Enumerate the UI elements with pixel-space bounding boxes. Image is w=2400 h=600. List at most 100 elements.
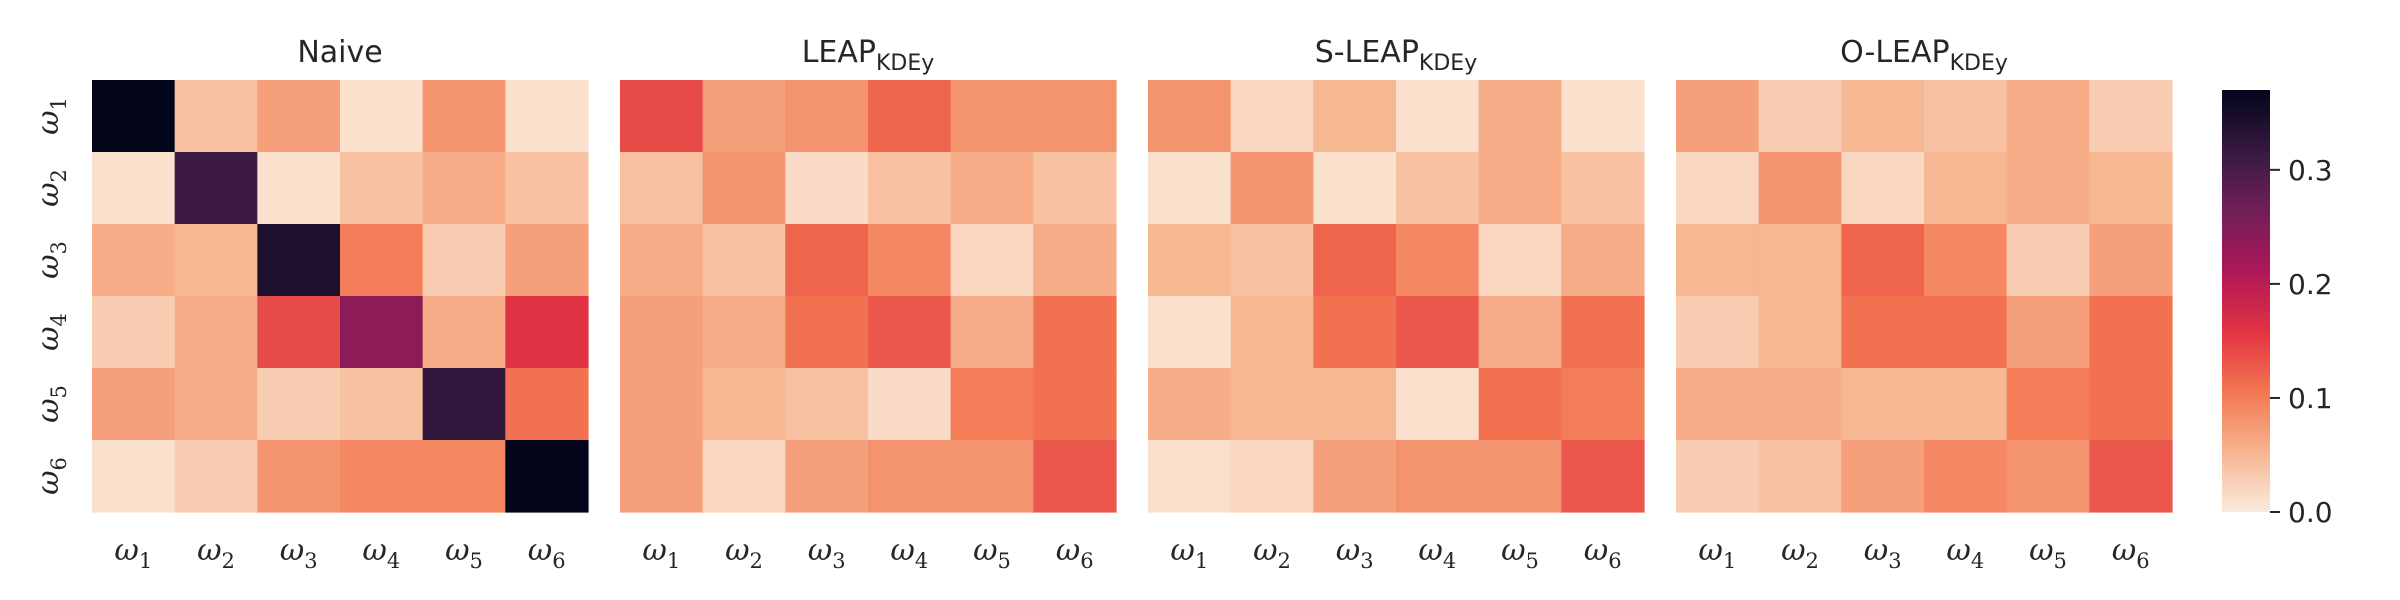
heatmap-cell [785, 368, 869, 441]
heatmap-cell [92, 224, 176, 297]
x-tick-label: ω3 [1864, 533, 1902, 573]
heatmap-cell [1841, 80, 1925, 153]
heatmap-cell [950, 440, 1034, 513]
heatmap-cell [505, 296, 589, 369]
heatmap-cell [1396, 152, 1480, 225]
heatmap-cell [1033, 224, 1117, 297]
heatmap-cell [257, 80, 341, 153]
heatmap-cell [1313, 440, 1397, 513]
heatmap-cell [505, 80, 589, 153]
heatmap-cell [92, 368, 176, 441]
heatmap-cell [174, 152, 258, 225]
x-tick-label: ω4 [362, 533, 400, 573]
heatmap-cell [1758, 440, 1842, 513]
heatmap-cell [1313, 152, 1397, 225]
x-tick-label: ω2 [197, 533, 235, 573]
y-tick-label: ω5 [31, 385, 71, 423]
heatmap-cell [174, 440, 258, 513]
x-tick-label: ω1 [114, 533, 152, 573]
heatmap-cell [1230, 368, 1314, 441]
heatmap-cell [1478, 152, 1562, 225]
heatmap-cell [1313, 368, 1397, 441]
y-tick-label: ω1 [31, 97, 71, 135]
x-tick-label: ω3 [808, 533, 846, 573]
colorbar-gradient [2222, 90, 2270, 512]
heatmap-cell [1561, 80, 1645, 153]
heatmap-cell [785, 440, 869, 513]
panel-title-main: LEAP [802, 35, 876, 70]
heatmap-cell [1230, 296, 1314, 369]
colorbar-tick-label: 0.3 [2288, 154, 2333, 187]
heatmap-panel-2: LEAPKDEy ω1 ω2 ω3 ω4 ω5 ω6 [620, 35, 1117, 573]
heatmap-cell [422, 224, 506, 297]
heatmap-cell [620, 368, 704, 441]
heatmap-cell [785, 224, 869, 297]
y-tick-label: ω4 [31, 313, 71, 351]
x-tick-label: ω6 [2112, 533, 2150, 573]
heatmap-cell [174, 224, 258, 297]
heatmap-cell [868, 224, 952, 297]
heatmap-cell [2006, 152, 2090, 225]
heatmap-cell [257, 224, 341, 297]
colorbar-tick-label: 0.0 [2288, 496, 2333, 529]
heatmap-cell [1033, 80, 1117, 153]
heatmap-cell [92, 152, 176, 225]
heatmap-cell [1676, 296, 1760, 369]
heatmap-cell [505, 440, 589, 513]
heatmap-cell [620, 296, 704, 369]
x-tick-label: ω1 [642, 533, 680, 573]
heatmap-cell [1148, 296, 1232, 369]
x-tick-label: ω3 [280, 533, 318, 573]
heatmap-cell [340, 224, 424, 297]
heatmap-cell [620, 224, 704, 297]
x-tick-label: ω3 [1336, 533, 1374, 573]
heatmap-cell [950, 152, 1034, 225]
heatmap-cell [1230, 80, 1314, 153]
panel-title: S-LEAPKDEy [1315, 35, 1477, 76]
heatmap-cell [1841, 368, 1925, 441]
heatmap-cell [702, 152, 786, 225]
heatmap-cell [1478, 440, 1562, 513]
heatmap-cell [1561, 368, 1645, 441]
heatmap-cell [340, 152, 424, 225]
heatmap-cell [1676, 80, 1760, 153]
heatmap-panel-3: S-LEAPKDEy ω1 ω2 ω3 ω4 ω5 ω6 [1148, 35, 1645, 573]
x-tick-label: ω5 [2029, 533, 2067, 573]
heatmap-cell [1676, 224, 1760, 297]
panel-title-main: S-LEAP [1315, 35, 1419, 70]
heatmap-cell [868, 296, 952, 369]
heatmap-cell [1033, 440, 1117, 513]
heatmap-cell [785, 80, 869, 153]
heatmap-cell [1924, 152, 2008, 225]
heatmap-cell [1148, 440, 1232, 513]
heatmap-cell [1396, 368, 1480, 441]
x-tick-label: ω2 [1781, 533, 1819, 573]
colorbar-ticks: 0.0 0.1 0.2 0.3 [2270, 154, 2333, 529]
x-tick-label: ω2 [725, 533, 763, 573]
heatmap-cell [422, 368, 506, 441]
heatmap-cell [257, 296, 341, 369]
heatmap-cell [340, 368, 424, 441]
heatmap-cell [2089, 152, 2173, 225]
heatmap-cell [340, 80, 424, 153]
heatmap-cell [1924, 368, 2008, 441]
x-tick-label: ω1 [1170, 533, 1208, 573]
heatmap-cell [1230, 152, 1314, 225]
heatmap-cell [950, 368, 1034, 441]
heatmap-cell [422, 80, 506, 153]
heatmap-cell [868, 152, 952, 225]
heatmap-cell [868, 440, 952, 513]
heatmap-cell [174, 80, 258, 153]
heatmap-cell [1396, 80, 1480, 153]
heatmap-cell [1313, 80, 1397, 153]
heatmap-panel-1: Naive ω1 ω2 ω3 ω4 ω5 ω6 ω1 ω2 ω3 ω4 ω5 ω6 [31, 35, 589, 573]
heatmap-cell [1924, 80, 2008, 153]
heatmap-cell [1033, 296, 1117, 369]
heatmap-cell [950, 296, 1034, 369]
heatmap-cell [1396, 224, 1480, 297]
heatmap-cell [1561, 296, 1645, 369]
heatmap-cell [785, 296, 869, 369]
colorbar-tick-label: 0.1 [2288, 382, 2333, 415]
heatmap-cell [1230, 224, 1314, 297]
